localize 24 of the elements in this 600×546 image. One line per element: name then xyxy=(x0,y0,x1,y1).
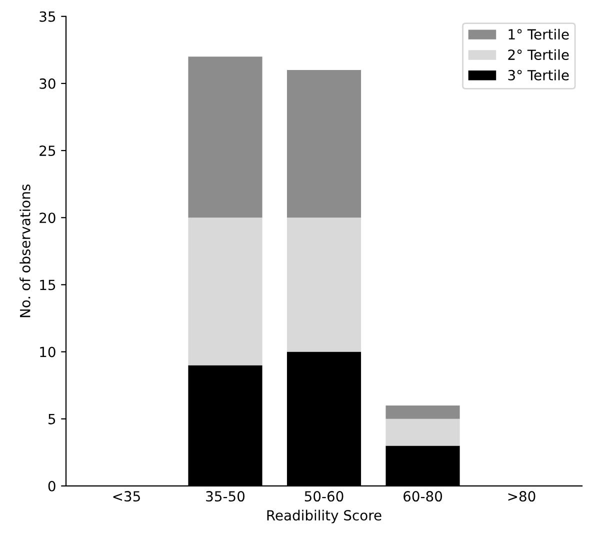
y-tick-label: 10 xyxy=(40,346,56,358)
y-axis-title: No. of observations xyxy=(20,184,30,318)
x-tick-label: <35 xyxy=(113,491,140,502)
y-tick-label: 15 xyxy=(40,280,56,290)
x-tick-label: 60-80 xyxy=(404,491,442,502)
x-tick-label: 50-60 xyxy=(304,491,344,502)
legend-label: 2° Tertile xyxy=(508,49,569,60)
y-tick-label: 25 xyxy=(40,146,56,156)
x-tick-label: >80 xyxy=(508,491,536,502)
y-tick-label: 0 xyxy=(48,480,56,492)
x-tick-label: 35-50 xyxy=(206,491,244,502)
bar xyxy=(188,56,262,218)
x-axis-title: Readibility Score xyxy=(267,510,382,524)
bar xyxy=(188,218,262,366)
legend-label: 1° Tertile xyxy=(508,28,569,40)
legend-label: 3° Tertile xyxy=(508,70,569,80)
bar xyxy=(386,405,460,419)
bar xyxy=(386,418,460,446)
y-tick-label: 30 xyxy=(40,78,56,89)
y-tick-label: 5 xyxy=(48,414,56,424)
y-tick-label: 20 xyxy=(40,212,56,224)
bar xyxy=(286,218,362,352)
y-tick-label: 35 xyxy=(40,11,56,22)
bar xyxy=(286,70,362,218)
